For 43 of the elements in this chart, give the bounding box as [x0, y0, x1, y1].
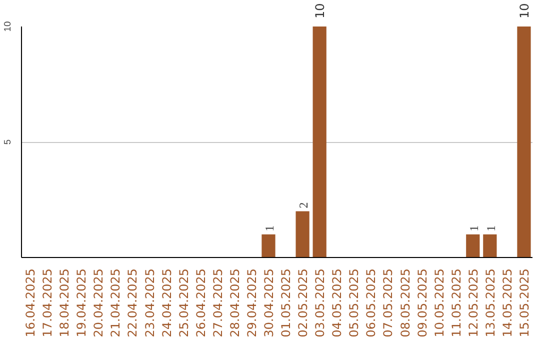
data-label: 2 [296, 202, 311, 208]
bar [296, 211, 310, 258]
x-tick-label: 04.05.2025 [330, 268, 344, 338]
x-tick-label: 28.04.2025 [228, 268, 242, 338]
bar [466, 234, 480, 258]
x-tick-label: 29.04.2025 [244, 268, 259, 338]
x-tick-label: 26.04.2025 [194, 268, 208, 338]
data-label: 1 [262, 225, 276, 232]
x-tick-label: 30.04.2025 [262, 268, 276, 338]
x-tick-label: 16.04.2025 [24, 268, 38, 338]
x-tick-label: 08.05.2025 [398, 268, 412, 338]
data-label: 1 [484, 225, 498, 232]
x-tick-label: 09.05.2025 [415, 268, 430, 338]
x-tick-label: 14.05.2025 [500, 268, 514, 338]
x-tick-label: 13.05.2025 [483, 268, 498, 338]
bar [483, 234, 497, 258]
x-tick-label: 02.05.2025 [296, 268, 310, 338]
x-tick-label: 27.04.2025 [210, 268, 225, 338]
x-tick-label: 05.05.2025 [347, 268, 362, 338]
bar [312, 26, 326, 258]
x-tick-label: 25.04.2025 [176, 268, 191, 338]
x-tick-label: 11.05.2025 [449, 268, 464, 338]
data-label: 10 [517, 3, 532, 18]
bar [262, 234, 276, 258]
data-label: 1 [466, 225, 481, 232]
x-tick-label: 01.05.2025 [279, 268, 294, 338]
x-tick-label: 12.05.2025 [466, 268, 480, 338]
x-tick-label: 21.04.2025 [108, 268, 123, 338]
y-tick-label: 5 [2, 139, 12, 145]
x-tick-label: 03.05.2025 [313, 268, 328, 338]
x-tick-label: 24.04.2025 [160, 268, 174, 338]
x-tick-label: 22.04.2025 [126, 268, 140, 338]
x-tick-label: 18.04.2025 [58, 268, 72, 338]
x-tick-label: 10.05.2025 [432, 268, 446, 338]
x-tick-label: 23.04.2025 [142, 268, 157, 338]
x-tick-label: 17.04.2025 [40, 268, 55, 338]
bar [517, 26, 531, 258]
x-tick-label: 15.05.2025 [517, 268, 532, 338]
x-tick-label: 07.05.2025 [381, 268, 396, 338]
x-tick-label: 06.05.2025 [364, 268, 378, 338]
x-tick-label: 19.04.2025 [74, 268, 89, 338]
x-tick-label: 20.04.2025 [92, 268, 106, 338]
data-label: 10 [313, 3, 328, 18]
